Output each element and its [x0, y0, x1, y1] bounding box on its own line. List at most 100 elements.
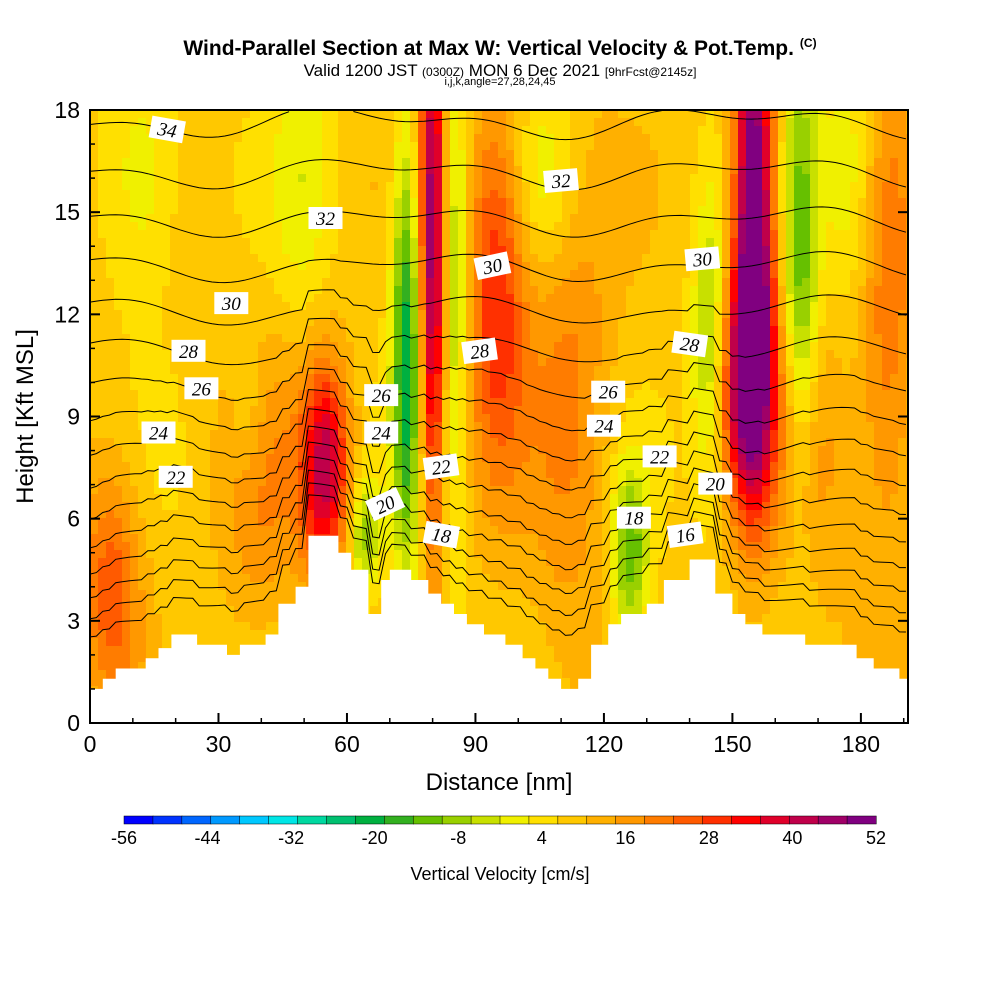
field-cell: [146, 238, 155, 247]
field-cell: [114, 310, 123, 319]
field-cell: [562, 286, 571, 295]
field-cell: [506, 198, 515, 207]
field-cell: [530, 542, 539, 551]
field-cell: [258, 254, 267, 263]
field-cell: [378, 518, 387, 527]
field-cell: [186, 398, 195, 407]
field-cell: [546, 270, 555, 279]
field-cell: [506, 238, 515, 247]
field-cell: [234, 518, 243, 527]
field-cell: [434, 158, 443, 167]
field-cell: [538, 382, 547, 391]
field-cell: [602, 550, 611, 559]
field-cell: [162, 206, 171, 215]
field-cell: [122, 582, 131, 591]
field-cell: [466, 510, 475, 519]
field-cell: [266, 430, 275, 439]
field-cell: [442, 190, 451, 199]
field-cell: [602, 230, 611, 239]
field-cell: [586, 302, 595, 311]
field-cell: [162, 142, 171, 151]
field-cell: [202, 206, 211, 215]
field-cell: [258, 606, 267, 615]
field-cell: [170, 174, 179, 183]
field-cell: [234, 158, 243, 167]
field-cell: [442, 438, 451, 447]
field-cell: [90, 134, 99, 143]
field-cell: [442, 222, 451, 231]
field-cell: [514, 350, 523, 359]
field-cell: [546, 222, 555, 231]
field-cell: [394, 542, 403, 551]
field-cell: [242, 518, 251, 527]
field-cell: [426, 214, 435, 223]
field-cell: [322, 342, 331, 351]
field-cell: [338, 326, 347, 335]
field-cell: [250, 414, 259, 423]
field-cell: [330, 198, 339, 207]
field-cell: [114, 654, 123, 663]
field-cell: [266, 334, 275, 343]
field-cell: [442, 214, 451, 223]
field-cell: [98, 278, 107, 287]
field-cell: [146, 646, 155, 655]
field-cell: [330, 526, 339, 535]
field-cell: [338, 318, 347, 327]
field-cell: [450, 230, 459, 239]
field-cell: [442, 142, 451, 151]
field-cell: [458, 470, 467, 479]
field-cell: [194, 590, 203, 599]
field-cell: [522, 438, 531, 447]
field-cell: [186, 598, 195, 607]
field-cell: [378, 486, 387, 495]
field-cell: [98, 374, 107, 383]
field-cell: [122, 342, 131, 351]
field-cell: [562, 342, 571, 351]
field-cell: [514, 382, 523, 391]
field-cell: [602, 278, 611, 287]
field-cell: [298, 262, 307, 271]
field-cell: [474, 318, 483, 327]
field-cell: [538, 534, 547, 543]
field-cell: [346, 438, 355, 447]
field-cell: [106, 406, 115, 415]
field-cell: [466, 478, 475, 487]
field-cell: [354, 430, 363, 439]
field-cell: [546, 326, 555, 335]
field-cell: [586, 278, 595, 287]
field-cell: [234, 574, 243, 583]
field-cell: [186, 558, 195, 567]
field-cell: [242, 622, 251, 631]
field-cell: [122, 366, 131, 375]
field-cell: [138, 166, 147, 175]
field-cell: [290, 462, 299, 471]
field-cell: [354, 142, 363, 151]
field-cell: [370, 182, 379, 191]
field-cell: [386, 294, 395, 303]
field-cell: [162, 382, 171, 391]
field-cell: [106, 382, 115, 391]
field-cell: [162, 270, 171, 279]
field-cell: [578, 638, 587, 647]
field-cell: [298, 350, 307, 359]
field-cell: [162, 366, 171, 375]
field-cell: [490, 622, 499, 631]
field-cell: [234, 318, 243, 327]
field-cell: [314, 518, 323, 527]
field-cell: [162, 278, 171, 287]
field-cell: [298, 414, 307, 423]
field-cell: [258, 310, 267, 319]
field-cell: [458, 462, 467, 471]
field-cell: [290, 446, 299, 455]
field-cell: [106, 414, 115, 423]
field-cell: [538, 582, 547, 591]
field-cell: [322, 270, 331, 279]
field-cell: [298, 486, 307, 495]
field-cell: [546, 670, 555, 679]
field-cell: [538, 134, 547, 143]
field-cell: [202, 494, 211, 503]
field-cell: [114, 606, 123, 615]
field-cell: [298, 270, 307, 279]
field-cell: [434, 566, 443, 575]
field-cell: [506, 262, 515, 271]
